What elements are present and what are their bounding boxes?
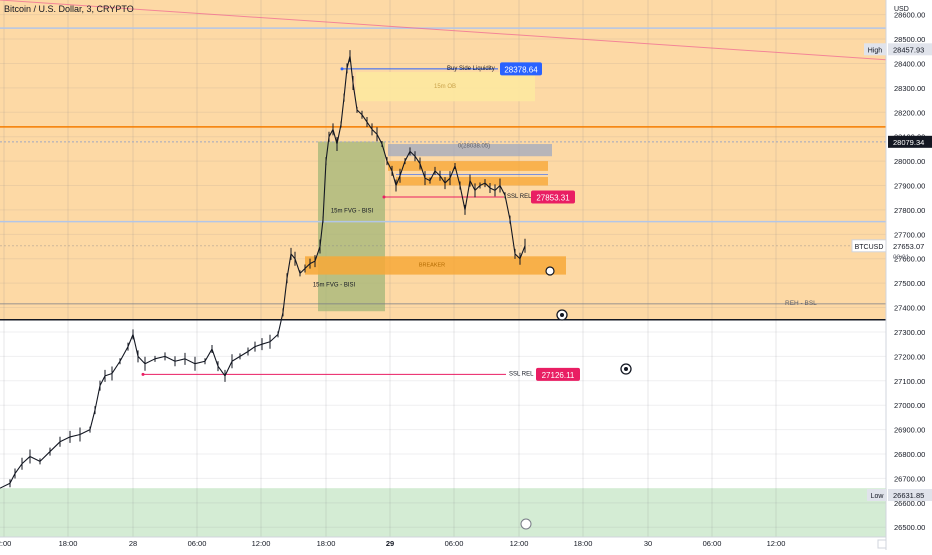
ssl-label-lower: SSL REL	[509, 371, 534, 377]
bsl-price-tag: 28378.64	[504, 65, 538, 74]
y-tick-label: 26700.00	[894, 474, 925, 483]
y-tick-label: 27400.00	[894, 304, 925, 313]
last-price-price-label: 27653.07	[893, 242, 924, 251]
x-tick-label: 06:00	[188, 539, 207, 548]
x-tick-label: 12:00	[252, 539, 271, 548]
ssl-price-tag-upper: 27853.31	[536, 193, 570, 202]
high-price-label: 28457.93	[893, 45, 924, 54]
y-tick-label: 26500.00	[894, 523, 925, 532]
y-tick-label: 27100.00	[894, 377, 925, 386]
low-price-label: 26631.85	[893, 491, 924, 500]
y-tick-label: 28300.00	[894, 84, 925, 93]
symbol-tag: BTCUSD	[855, 244, 884, 251]
low-price-bg	[888, 489, 932, 502]
current-level-price-label: 28079.34	[893, 138, 924, 147]
fvg-label-upper: 15m FVG - BISI	[331, 208, 374, 214]
x-tick-label: 06:00	[703, 539, 722, 548]
y-tick-label: 27500.00	[894, 279, 925, 288]
x-tick-label: 30	[644, 539, 652, 548]
y-tick-label: 28000.00	[894, 157, 925, 166]
price-series	[0, 55, 526, 489]
trend-line	[0, 0, 887, 61]
y-tick-label: 28200.00	[894, 108, 925, 117]
ssl-label-upper: SSL REL	[507, 194, 532, 200]
ssl-price-tag-lower-bg	[536, 367, 580, 381]
y-tick-label: 27000.00	[894, 401, 925, 410]
ssl-anchor	[141, 372, 145, 376]
y-tick-label: 27200.00	[894, 352, 925, 361]
y-tick-label: 28400.00	[894, 59, 925, 68]
flash-icon[interactable]	[520, 518, 532, 530]
y-tick-label: 27900.00	[894, 182, 925, 191]
bar-countdown: 00:01	[893, 254, 910, 261]
y-tick-label: 27700.00	[894, 230, 925, 239]
order-block-zone	[356, 72, 535, 102]
low-tag: Low	[871, 493, 885, 500]
y-tick-label: 27600.00	[894, 255, 925, 264]
y-tick-label: 26900.00	[894, 426, 925, 435]
breaker-label: BREAKER	[419, 263, 445, 269]
x-tick-label: 06:00	[445, 539, 464, 548]
time-axis-bg	[0, 537, 886, 550]
symbol-title[interactable]: Bitcoin / U.S. Dollar, 3, CRYPTO	[4, 4, 134, 14]
target-icon-dot	[560, 313, 564, 317]
high-tag: High	[868, 47, 883, 54]
y-tick-label: 26600.00	[894, 499, 925, 508]
imbalance-zone	[396, 176, 548, 186]
current-level-price-bg	[888, 135, 932, 148]
ssl-anchor	[382, 195, 386, 199]
reh-bsl-label: REH - BSL	[785, 300, 817, 307]
x-tick-label: 12:00	[510, 539, 529, 548]
high-tag-bg	[864, 43, 886, 56]
y-tick-label: 27800.00	[894, 206, 925, 215]
fvg-label-lower: 15m FVG - BISI	[313, 282, 356, 288]
target-icon-dot	[624, 367, 628, 371]
high-price-bg	[888, 43, 932, 56]
fib-label: 0(28038.05)	[458, 144, 490, 150]
lightbulb-icon[interactable]	[545, 266, 555, 276]
settings-icon[interactable]	[877, 539, 887, 549]
imbalance-zone	[388, 161, 548, 171]
bsl-label: Buy Side Liquidity	[447, 66, 495, 72]
discount-zone	[0, 488, 886, 537]
ssl-price-tag-upper-bg	[531, 190, 575, 204]
ob-label: 15m OB	[434, 84, 456, 90]
x-tick-label: 2:00	[0, 539, 11, 548]
currency-label: USD	[894, 6, 909, 13]
x-tick-label: 18:00	[59, 539, 78, 548]
fib-box	[388, 144, 552, 157]
x-tick-label: 29	[386, 539, 394, 548]
x-tick-label: 28	[129, 539, 137, 548]
y-tick-label: 28500.00	[894, 35, 925, 44]
x-tick-label: 18:00	[317, 539, 336, 548]
y-tick-label: 28600.00	[894, 11, 925, 20]
last-price-price-bg	[888, 239, 932, 252]
bsl-price-tag-bg	[500, 62, 542, 76]
fvg-zone	[318, 141, 385, 312]
y-tick-label: 27300.00	[894, 328, 925, 337]
price-axis-bg	[886, 0, 932, 550]
breaker-zone	[305, 256, 566, 275]
y-tick-label: 26800.00	[894, 450, 925, 459]
symbol-tag-bg	[851, 239, 887, 253]
ssl-price-tag-lower: 27126.11	[542, 371, 575, 380]
bsl-anchor	[340, 67, 344, 71]
x-tick-label: 18:00	[574, 539, 593, 548]
x-tick-label: 12:00	[767, 539, 786, 548]
low-tag-bg	[867, 489, 887, 502]
